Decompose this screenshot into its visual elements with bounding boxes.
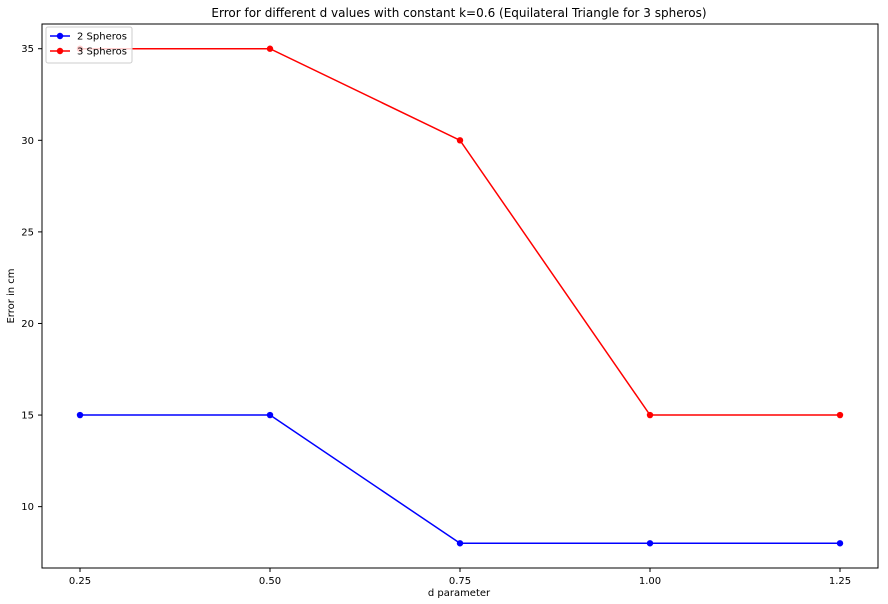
x-tick-label: 0.25 (69, 576, 91, 587)
y-axis-ticks: 10 15 20 25 30 35 (21, 44, 42, 513)
y-tick-label: 20 (21, 319, 34, 330)
y-tick-label: 15 (21, 411, 34, 422)
x-tick-label: 0.50 (259, 576, 281, 587)
x-tick-label: 1.25 (829, 576, 851, 587)
data-point (266, 411, 274, 419)
data-point (646, 411, 654, 419)
y-tick-label: 25 (21, 227, 34, 238)
legend-label: 2 Spheros (77, 32, 127, 43)
chart-title: Error for different d values with consta… (211, 6, 706, 20)
legend-entry: 2 Spheros (50, 32, 127, 43)
x-tick-label: 0.75 (449, 576, 471, 587)
y-axis-label: Error in cm (6, 268, 17, 323)
legend-entry: 3 Spheros (50, 47, 127, 58)
y-tick-label: 35 (21, 44, 34, 55)
data-point (646, 540, 654, 547)
legend-marker (56, 32, 64, 40)
legend-marker (56, 47, 64, 55)
y-tick-label: 10 (21, 502, 34, 513)
series-layer (76, 45, 844, 547)
data-point (266, 45, 274, 52)
data-point (836, 411, 844, 419)
x-axis-ticks: 0.25 0.50 0.75 1.00 1.25 (69, 568, 851, 587)
y-tick-label: 30 (21, 136, 34, 147)
data-point (456, 540, 464, 547)
legend: 2 Spheros 3 Spheros (45, 26, 133, 64)
x-tick-label: 1.00 (639, 576, 661, 587)
x-axis-label: d parameter (428, 588, 491, 599)
series-2 (76, 45, 844, 419)
series-1 (76, 411, 844, 547)
data-point (76, 411, 84, 419)
data-point (456, 137, 464, 144)
legend-label: 3 Spheros (77, 47, 127, 58)
data-point (836, 540, 844, 547)
